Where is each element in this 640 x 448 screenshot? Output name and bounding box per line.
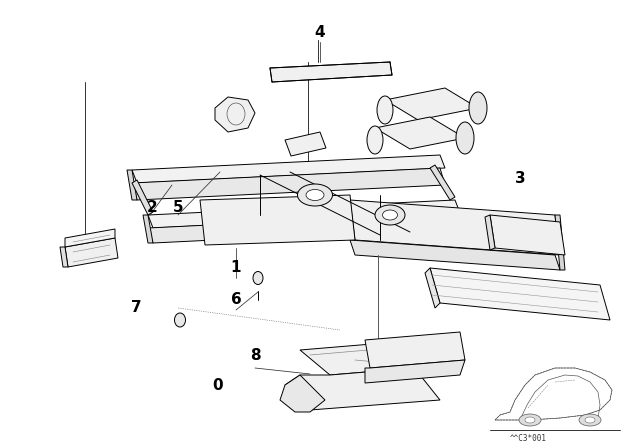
Polygon shape: [485, 215, 495, 250]
Text: 4: 4: [315, 25, 325, 39]
Polygon shape: [490, 215, 565, 255]
Polygon shape: [385, 88, 478, 120]
Ellipse shape: [525, 417, 535, 423]
Polygon shape: [285, 132, 326, 156]
Polygon shape: [65, 238, 118, 267]
Ellipse shape: [585, 417, 595, 423]
Polygon shape: [280, 375, 325, 412]
Text: 3: 3: [515, 171, 525, 185]
Ellipse shape: [579, 414, 601, 426]
Polygon shape: [60, 247, 68, 267]
Polygon shape: [430, 268, 610, 320]
Text: 2: 2: [147, 199, 157, 215]
Polygon shape: [127, 170, 137, 200]
Polygon shape: [555, 215, 565, 270]
Polygon shape: [350, 200, 560, 255]
Text: 0: 0: [212, 378, 223, 392]
Ellipse shape: [519, 414, 541, 426]
Polygon shape: [365, 332, 465, 368]
Polygon shape: [495, 368, 612, 420]
Ellipse shape: [298, 184, 333, 206]
Ellipse shape: [377, 96, 393, 124]
Polygon shape: [132, 155, 445, 183]
Polygon shape: [148, 200, 460, 228]
Polygon shape: [270, 62, 392, 82]
Polygon shape: [200, 195, 355, 245]
Polygon shape: [132, 168, 445, 200]
Polygon shape: [132, 180, 153, 215]
Polygon shape: [350, 240, 560, 270]
Text: 8: 8: [250, 349, 260, 363]
Ellipse shape: [375, 205, 405, 225]
Polygon shape: [425, 268, 440, 308]
Ellipse shape: [469, 92, 487, 124]
Ellipse shape: [306, 190, 324, 201]
Ellipse shape: [175, 313, 186, 327]
Polygon shape: [375, 117, 465, 149]
Polygon shape: [148, 213, 460, 243]
Ellipse shape: [383, 210, 397, 220]
Ellipse shape: [367, 126, 383, 154]
Polygon shape: [300, 340, 450, 375]
Polygon shape: [430, 165, 455, 200]
Polygon shape: [365, 360, 465, 383]
Text: 6: 6: [230, 293, 241, 307]
Text: ^^C3*001: ^^C3*001: [510, 434, 547, 443]
Ellipse shape: [456, 122, 474, 154]
Ellipse shape: [253, 271, 263, 284]
Polygon shape: [65, 229, 115, 247]
Polygon shape: [215, 97, 255, 132]
Text: 7: 7: [131, 300, 141, 314]
Polygon shape: [285, 365, 450, 410]
Text: 5: 5: [173, 199, 183, 215]
Text: 1: 1: [231, 260, 241, 276]
Polygon shape: [143, 215, 153, 243]
